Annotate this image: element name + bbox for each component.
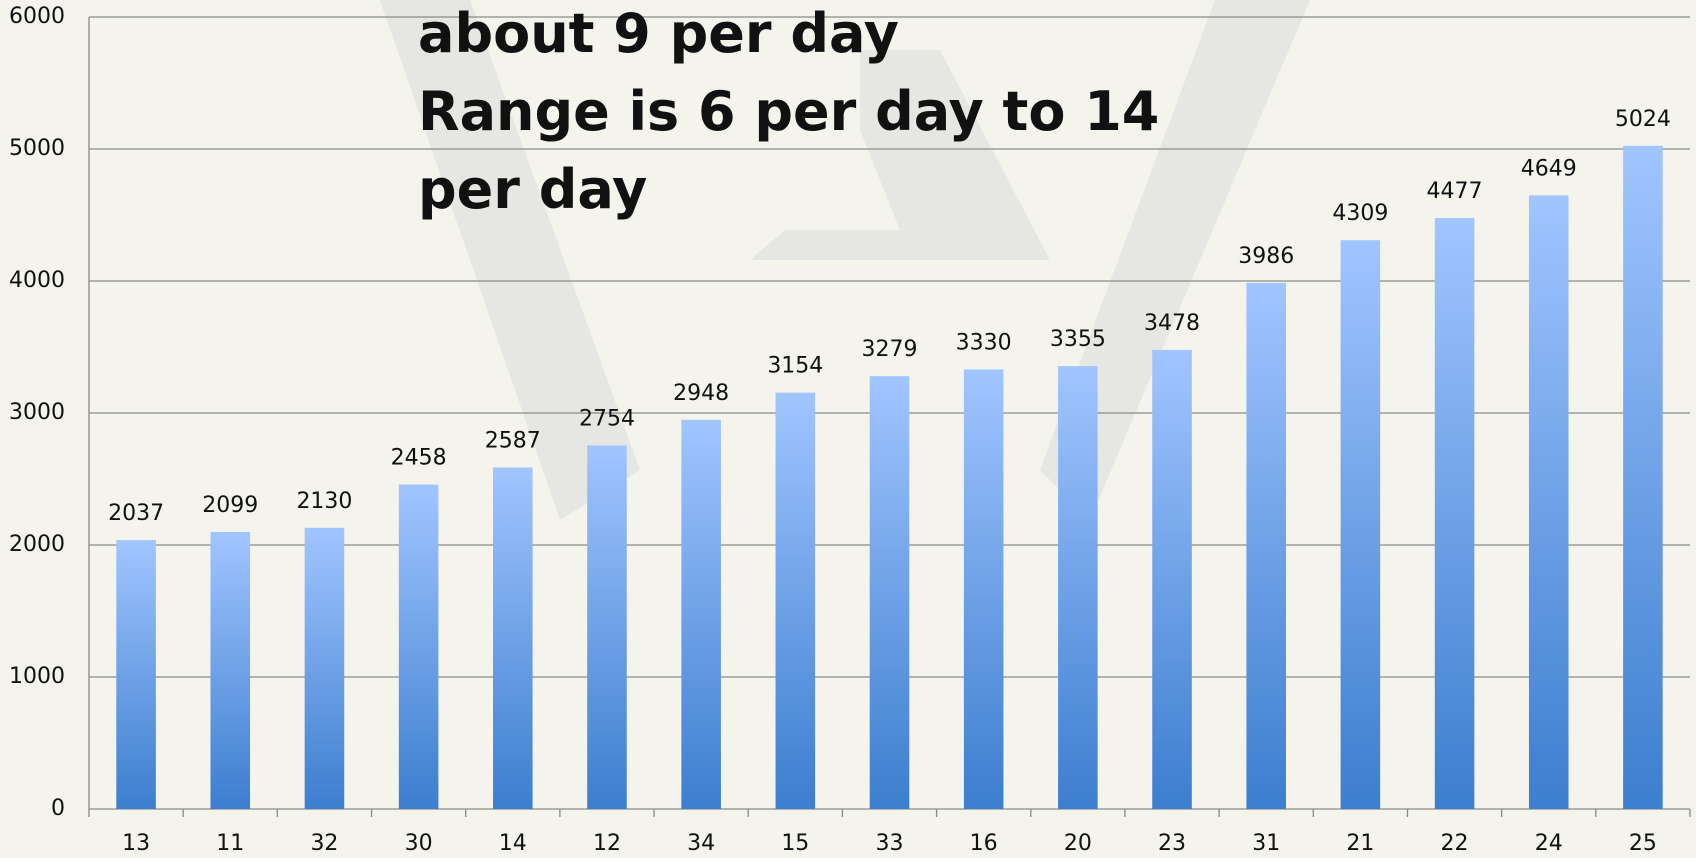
bar	[304, 527, 345, 809]
x-tick-label: 12	[593, 831, 621, 856]
value-label: 2037	[108, 501, 164, 526]
bar	[1434, 218, 1475, 809]
x-tick-label: 16	[970, 831, 998, 856]
x-tick-label: 32	[310, 831, 338, 856]
value-label: 4649	[1521, 156, 1577, 181]
annotation: about 9 per day	[418, 2, 899, 65]
value-label: 2754	[579, 406, 635, 431]
x-tick-label: 24	[1535, 831, 1563, 856]
x-tick-label: 11	[216, 831, 244, 856]
value-label: 4309	[1332, 201, 1388, 226]
y-tick-label: 6000	[9, 4, 65, 29]
bar	[869, 376, 910, 809]
watermark	[380, 0, 1310, 520]
bar	[963, 369, 1004, 809]
value-label: 3355	[1050, 327, 1106, 352]
value-label: 3279	[862, 337, 918, 362]
bar	[398, 484, 439, 809]
x-tick-label: 31	[1252, 831, 1280, 856]
value-label: 5024	[1615, 107, 1671, 132]
value-label: 3478	[1144, 311, 1200, 336]
bar	[1246, 282, 1286, 809]
bar	[1340, 240, 1381, 809]
x-tick-label: 25	[1629, 831, 1657, 856]
value-label: 3154	[767, 354, 823, 379]
annotation: Range is 6 per day to 14	[418, 80, 1159, 143]
bar	[681, 419, 721, 809]
x-tick-label: 30	[405, 831, 433, 856]
bar	[493, 467, 533, 809]
y-tick-label: 2000	[9, 532, 65, 557]
value-label: 2587	[485, 429, 541, 454]
x-tick-label: 34	[687, 831, 715, 856]
value-label: 3986	[1238, 244, 1294, 269]
bar	[210, 531, 251, 809]
bar	[587, 445, 627, 809]
bar	[1623, 145, 1663, 809]
value-label: 2948	[673, 381, 729, 406]
bar	[1152, 349, 1192, 809]
value-label: 2099	[202, 493, 258, 518]
annotation: per day	[418, 158, 647, 221]
y-tick-label: 3000	[9, 400, 65, 425]
x-tick-label: 33	[876, 831, 904, 856]
y-tick-label: 0	[51, 796, 65, 821]
x-tick-label: 13	[122, 831, 150, 856]
x-tick-label: 15	[781, 831, 809, 856]
value-label: 2458	[391, 446, 447, 471]
bar	[116, 540, 156, 809]
value-label: 3330	[956, 330, 1012, 355]
value-label: 4477	[1427, 179, 1483, 204]
x-tick-label: 21	[1346, 831, 1374, 856]
x-tick-label: 22	[1441, 831, 1469, 856]
y-tick-label: 1000	[9, 664, 65, 689]
bar	[1528, 195, 1569, 809]
x-tick-label: 23	[1158, 831, 1186, 856]
bar	[1058, 366, 1098, 809]
y-tick-label: 4000	[9, 268, 65, 293]
x-tick-label: 14	[499, 831, 527, 856]
bar	[775, 392, 816, 809]
value-label: 2130	[296, 489, 352, 514]
y-tick-label: 5000	[9, 136, 65, 161]
x-tick-label: 20	[1064, 831, 1092, 856]
